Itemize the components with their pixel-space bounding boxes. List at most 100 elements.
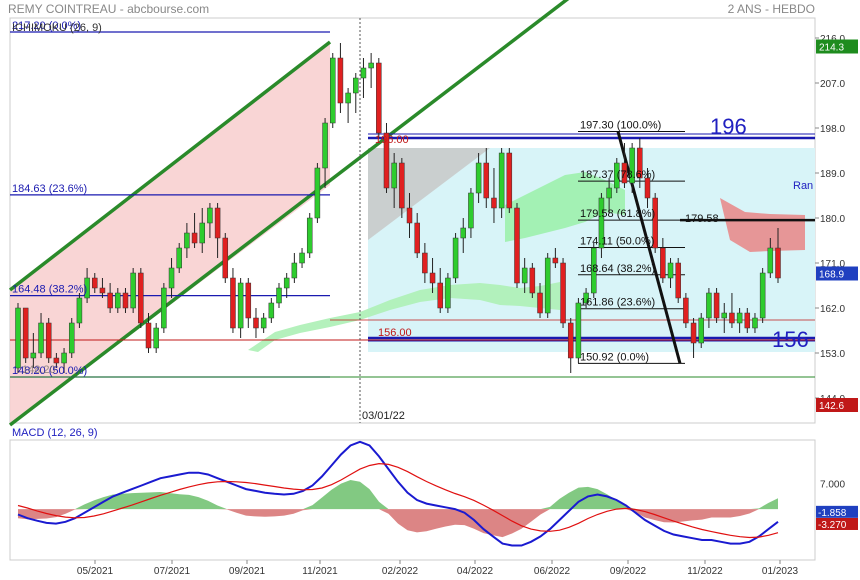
candle-body (191, 232, 198, 244)
candle-body (713, 292, 720, 319)
candle (690, 318, 697, 358)
candle-body (237, 282, 244, 329)
candle-body (660, 247, 666, 279)
candle-body (306, 217, 313, 254)
candle (15, 303, 21, 373)
candle-body (483, 162, 490, 199)
candle-body (230, 277, 236, 329)
candle-body (468, 192, 474, 229)
candle-body (22, 307, 29, 359)
candle-body (736, 312, 743, 324)
price-axis-label: 189.0 (820, 169, 845, 180)
candle-body (583, 292, 589, 304)
candle (191, 213, 198, 248)
candle-body (675, 262, 681, 299)
candle (621, 143, 628, 188)
macd-badge-bg (816, 517, 858, 530)
price-badge-bg (816, 39, 858, 54)
candle-body (729, 312, 735, 324)
price-badge-value: 142.6 (819, 401, 844, 412)
price-axis-label: 171.0 (820, 259, 845, 270)
candle (514, 203, 520, 288)
candle (583, 288, 589, 308)
candle (637, 138, 643, 188)
candle-body (68, 322, 75, 354)
candle (644, 168, 651, 208)
candle (675, 258, 681, 303)
price-badge-bg (816, 398, 858, 412)
candle (99, 278, 106, 298)
time-axis-label: 05/2021 (77, 566, 114, 577)
candle (260, 313, 267, 333)
macd-axis: 7.0000.0000-1.858-3.270 (816, 480, 858, 531)
candle (314, 163, 321, 223)
candle-body (698, 317, 704, 344)
candle (452, 233, 459, 283)
candle-body (360, 67, 367, 79)
candle (268, 298, 275, 323)
macd-lines (17, 440, 779, 547)
price-axis: 216.0207.0198.0189.0180.0171.0162.0153.0… (815, 34, 845, 405)
candle (322, 118, 328, 188)
candle (207, 203, 213, 238)
price-badge-value: 214.3 (819, 43, 844, 54)
candle (222, 233, 229, 283)
candle (491, 168, 497, 223)
candle-body (567, 322, 574, 359)
price-badge-bg (816, 266, 858, 281)
candle-body (168, 267, 175, 289)
candle (498, 148, 505, 218)
candle-body (92, 277, 98, 289)
candle (38, 313, 44, 358)
candle (283, 273, 290, 298)
candle-body (614, 162, 620, 189)
candle-body (414, 222, 420, 254)
candle (752, 313, 758, 333)
candle-body (61, 352, 67, 364)
candle (683, 293, 689, 328)
candle (729, 293, 735, 328)
candle (483, 148, 490, 208)
candlestick-series (15, 43, 781, 373)
candle (138, 268, 144, 328)
ichimoku-cloud-red (720, 198, 805, 252)
candle-body (759, 272, 766, 319)
candle (84, 268, 90, 303)
candle-body (752, 317, 758, 329)
signal-line (17, 462, 779, 539)
price-badge: 214.3 (816, 39, 858, 54)
candle (276, 283, 282, 308)
candle (560, 258, 566, 328)
candle (145, 313, 152, 353)
candle-body (475, 162, 482, 194)
overlap-label: 148.20 (22, 364, 56, 376)
candle (368, 53, 374, 88)
fib-right-label: 187.37 (78.6%) (580, 169, 655, 181)
candle-body (529, 267, 536, 294)
candle (422, 243, 428, 283)
candle (544, 253, 551, 318)
candle (537, 283, 543, 318)
candle (214, 203, 221, 258)
candle (744, 308, 751, 333)
candle-body (437, 282, 443, 309)
fib-right-label: 168.64 (38.2%) (580, 263, 655, 275)
candle-body (690, 322, 697, 344)
candle-body (399, 162, 405, 209)
candle (107, 283, 113, 313)
candle-body (706, 292, 712, 319)
candle-body (145, 322, 152, 349)
candle-body (15, 307, 21, 369)
candle-body (644, 177, 651, 199)
candle-body (291, 262, 298, 279)
candle (552, 248, 559, 268)
candle-body (53, 357, 60, 364)
candle-body (45, 322, 52, 359)
candle-body (429, 272, 436, 284)
downtrend-line (616, 131, 682, 364)
candle-body (422, 252, 428, 274)
candle (184, 223, 190, 258)
price-axis-label: 153.0 (820, 349, 845, 360)
candle (68, 318, 75, 358)
